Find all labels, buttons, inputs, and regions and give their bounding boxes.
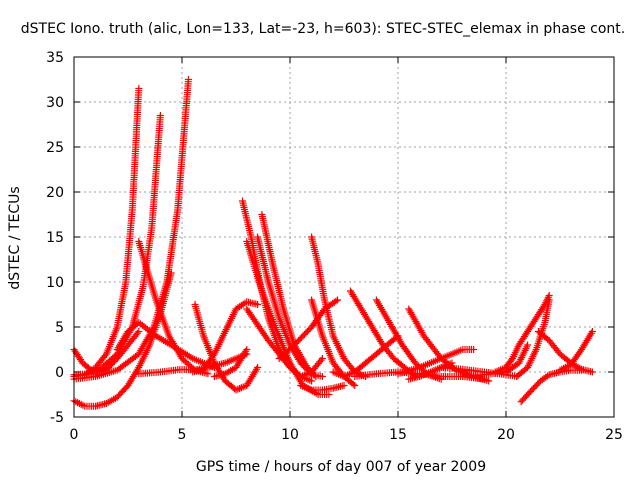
satellite-track bbox=[459, 341, 532, 380]
x-axis-label: GPS time / hours of day 007 of year 2009 bbox=[196, 459, 486, 475]
data-point-markers bbox=[394, 346, 478, 378]
satellite-track bbox=[243, 305, 326, 380]
y-tick-label: -5 bbox=[50, 410, 64, 426]
data-point-markers bbox=[210, 346, 251, 380]
plot-frame bbox=[73, 56, 615, 418]
satellite-track bbox=[210, 346, 251, 380]
data-point-markers bbox=[513, 296, 553, 380]
satellite-track bbox=[113, 319, 218, 371]
x-tick-label: 0 bbox=[70, 427, 79, 443]
y-axis-label: dSTEC / TECUs bbox=[7, 186, 23, 289]
x-tick-label: 25 bbox=[605, 427, 623, 443]
x-tick-label: 5 bbox=[178, 427, 187, 443]
satellite-track bbox=[308, 233, 370, 380]
y-tick-label: 30 bbox=[46, 95, 64, 111]
satellite-track bbox=[297, 382, 348, 394]
data-point-markers bbox=[189, 298, 262, 376]
x-tick-label: 15 bbox=[389, 427, 407, 443]
grid bbox=[74, 57, 614, 417]
data-point-markers bbox=[308, 296, 359, 389]
y-tick-label: 0 bbox=[55, 365, 64, 381]
satellite-track bbox=[517, 366, 586, 406]
data-point-markers bbox=[556, 328, 596, 374]
y-tick-label: 15 bbox=[46, 230, 64, 246]
chart-title: dSTEC Iono. truth (alic, Lon=133, Lat=-2… bbox=[21, 21, 625, 37]
data-point-markers bbox=[308, 233, 370, 380]
data-point-markers bbox=[243, 305, 326, 380]
data-point-markers bbox=[517, 366, 586, 406]
satellite-track bbox=[556, 328, 596, 374]
data-point-markers bbox=[459, 341, 532, 380]
satellite-track bbox=[308, 296, 359, 389]
satellite-track bbox=[394, 346, 478, 378]
y-tick-label: 10 bbox=[46, 275, 64, 291]
data-point-markers bbox=[297, 382, 348, 394]
y-tick-label: 5 bbox=[55, 320, 64, 336]
y-tick-label: 35 bbox=[46, 50, 64, 66]
satellite-track bbox=[513, 296, 553, 380]
data-point-markers bbox=[113, 319, 218, 371]
satellite-track bbox=[275, 296, 341, 362]
y-tick-label: 25 bbox=[46, 140, 64, 156]
data-point-markers bbox=[275, 296, 341, 362]
x-tick-label: 20 bbox=[497, 427, 515, 443]
satellite-track bbox=[189, 298, 262, 376]
x-tick-label: 10 bbox=[281, 427, 299, 443]
axes: 0 5 10 15 20 25 -5 0 5 10 15 20 25 30 35 bbox=[46, 50, 623, 443]
y-tick-label: 20 bbox=[46, 185, 64, 201]
data-points bbox=[70, 76, 596, 410]
